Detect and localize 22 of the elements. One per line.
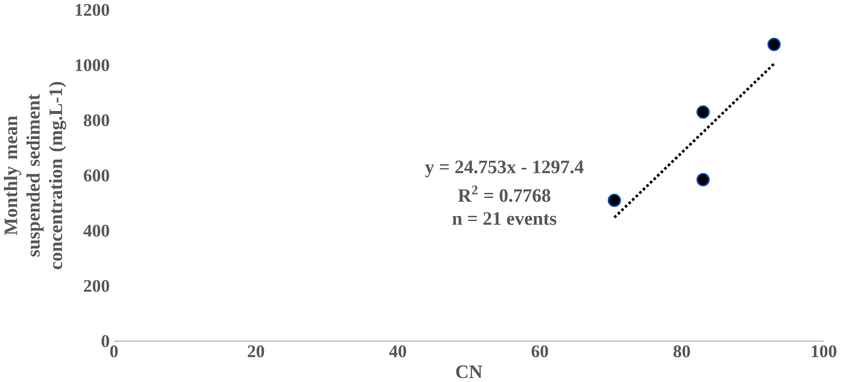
- y-tick-label: 0: [102, 335, 110, 348]
- y-tick-label: 600: [84, 170, 110, 182]
- point: [767, 38, 781, 52]
- x-tick-label: 60: [532, 345, 548, 358]
- annotation: y = 24.753x - 1297.4: [425, 160, 584, 178]
- annotation: R$^{2}$ = 0.7768: [458, 185, 550, 202]
- point: [696, 105, 710, 119]
- x-tick-label: 40: [389, 345, 406, 358]
- y-axis-title: Monthly mean suspended sediment concentration (mg.L-1): [4, 82, 66, 270]
- point: [696, 173, 710, 186]
- y-tick-label: 200: [84, 280, 110, 292]
- x-tick-label: 100: [812, 345, 836, 358]
- annotation: n = 21 events: [452, 212, 556, 225]
- x-tick-label: 20: [248, 345, 264, 358]
- y-tick-label: 1200: [76, 4, 110, 16]
- y-tick-label: 1000: [76, 59, 110, 72]
- point: [608, 194, 621, 207]
- x-axis-title: CN: [456, 365, 482, 378]
- x-tick-label: 80: [674, 345, 690, 358]
- x-tick-label: 0: [110, 345, 118, 358]
- y-tick-label: 400: [83, 224, 110, 237]
- y-tick-label: 800: [84, 114, 110, 126]
